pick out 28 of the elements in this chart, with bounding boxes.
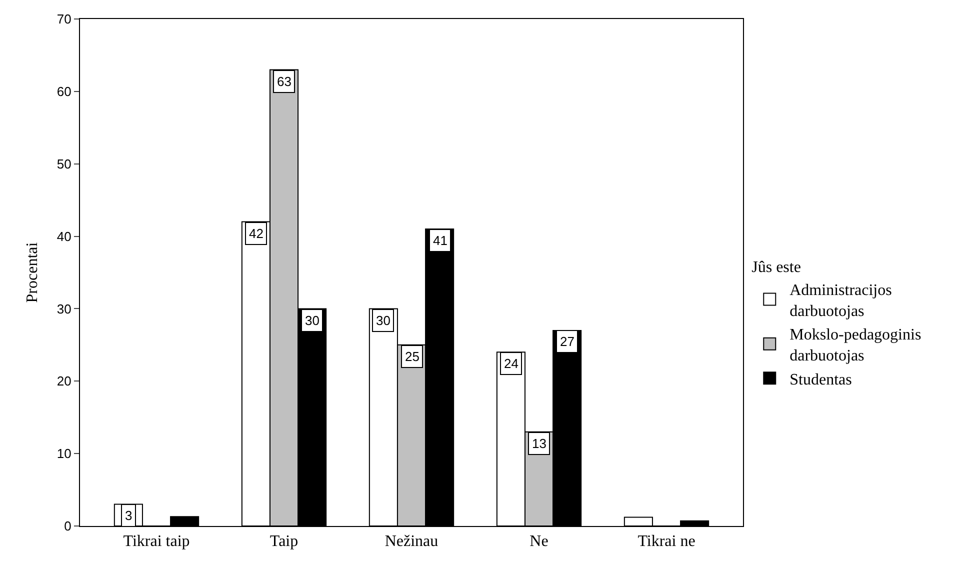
data-label: 41 [433, 233, 448, 248]
y-tick-label: 10 [56, 446, 72, 462]
data-label: 30 [376, 313, 390, 328]
data-label: 30 [305, 313, 320, 328]
data-label: 3 [125, 508, 132, 523]
data-label: 27 [560, 334, 574, 349]
legend-title: Jûs este [752, 259, 801, 276]
x-tick-label: Taip [270, 533, 298, 550]
y-tick-label: 0 [64, 518, 72, 534]
x-tick-label: Tikrai ne [638, 533, 696, 550]
y-tick-label: 20 [56, 374, 72, 389]
x-tick-label: Tikrai taip [123, 533, 190, 550]
y-axis-title: Procentai [24, 242, 41, 303]
y-tick-label: 30 [56, 301, 72, 316]
data-label: 42 [249, 226, 264, 241]
data-label: 13 [532, 436, 546, 451]
x-tick-label: Ne [530, 533, 548, 550]
legend-label: Mokslo-pedagoginis darbuotojas [790, 326, 922, 365]
y-tick-label: 70 [56, 12, 72, 27]
y-tick-label: 60 [56, 84, 72, 99]
data-label: 63 [277, 74, 292, 89]
legend-label: Administracijos darbuotojas [790, 282, 892, 320]
y-tick-label: 50 [56, 156, 72, 172]
legend-label: Studentas [790, 371, 852, 388]
data-label: 24 [504, 356, 518, 371]
y-tick-label: 40 [56, 228, 72, 244]
data-label: 25 [405, 349, 420, 364]
x-tick-label: Nežinau [384, 533, 438, 550]
